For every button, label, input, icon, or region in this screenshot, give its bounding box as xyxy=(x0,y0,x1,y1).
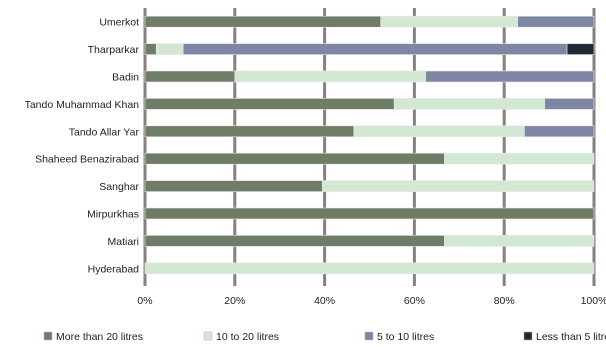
bar-segment-2-1 xyxy=(234,70,426,83)
bar-segment-4-2 xyxy=(524,125,595,138)
bar-segment-2-2 xyxy=(425,70,595,83)
legend-label: More than 20 litres xyxy=(56,331,143,343)
legend-swatch xyxy=(523,331,533,341)
bar-segment-3-2 xyxy=(544,98,595,110)
bar-segment-1-2 xyxy=(182,43,568,55)
category-label: Badin xyxy=(112,72,139,84)
bar-segment-3-1 xyxy=(393,98,545,110)
bar-segment-4-0 xyxy=(144,125,355,138)
legend-swatch xyxy=(364,331,374,341)
bar-segment-9-1 xyxy=(144,262,595,275)
x-tick-label: 80% xyxy=(494,295,515,307)
bar-segment-3-0 xyxy=(144,98,395,110)
category-label: Tharparkar xyxy=(88,44,140,56)
x-tick-label: 0% xyxy=(137,295,152,307)
x-tick-label: 100% xyxy=(581,295,606,307)
legend-label: 10 to 20 litres xyxy=(216,331,279,343)
legend-swatch xyxy=(43,331,53,341)
bar-segment-0-1 xyxy=(380,15,518,28)
bar-segment-5-0 xyxy=(144,152,445,165)
bar-segment-8-0 xyxy=(144,235,445,247)
category-label: Matiari xyxy=(107,236,139,248)
bar-segment-8-1 xyxy=(444,235,595,247)
x-tick-label: 20% xyxy=(224,295,245,307)
bar-segment-0-0 xyxy=(144,15,382,28)
bar-segment-7-0 xyxy=(144,207,595,220)
category-label: Mirpurkhas xyxy=(87,209,139,221)
bar-segment-0-2 xyxy=(517,15,595,28)
bar-segment-5-1 xyxy=(444,152,595,165)
bar-segment-1-0 xyxy=(144,43,157,55)
category-label: Sanghar xyxy=(99,181,139,193)
bars xyxy=(144,15,595,275)
category-label: Umerkot xyxy=(99,17,139,29)
x-tick-label: 40% xyxy=(314,295,335,307)
bar-segment-1-3 xyxy=(566,43,595,55)
x-tick-label: 60% xyxy=(404,295,425,307)
legend-label: 5 to 10 litres xyxy=(377,331,434,343)
bar-segment-6-0 xyxy=(144,180,323,192)
category-label: Shaheed Benazirabad xyxy=(35,154,139,166)
category-label: Hyderabad xyxy=(88,263,140,275)
x-tick-labels: 0% 20% 40% 60% 80% 100% xyxy=(137,295,606,307)
legend-label: Less than 5 litres xyxy=(536,331,606,343)
legend: More than 20 litres 10 to 20 litres 5 to 1… xyxy=(43,331,606,343)
category-labels: Umerkot Tharparkar Badin Tando Muhammad Kha… xyxy=(25,17,140,276)
bar-segment-2-0 xyxy=(144,70,236,83)
category-label: Tando Allar Yar xyxy=(69,126,140,138)
category-label: Tando Muhammad Khan xyxy=(25,99,140,111)
legend-swatch xyxy=(203,331,213,341)
bar-segment-6-1 xyxy=(322,180,595,192)
bar-segment-4-1 xyxy=(353,125,525,138)
bar-segment-1-1 xyxy=(155,43,184,55)
